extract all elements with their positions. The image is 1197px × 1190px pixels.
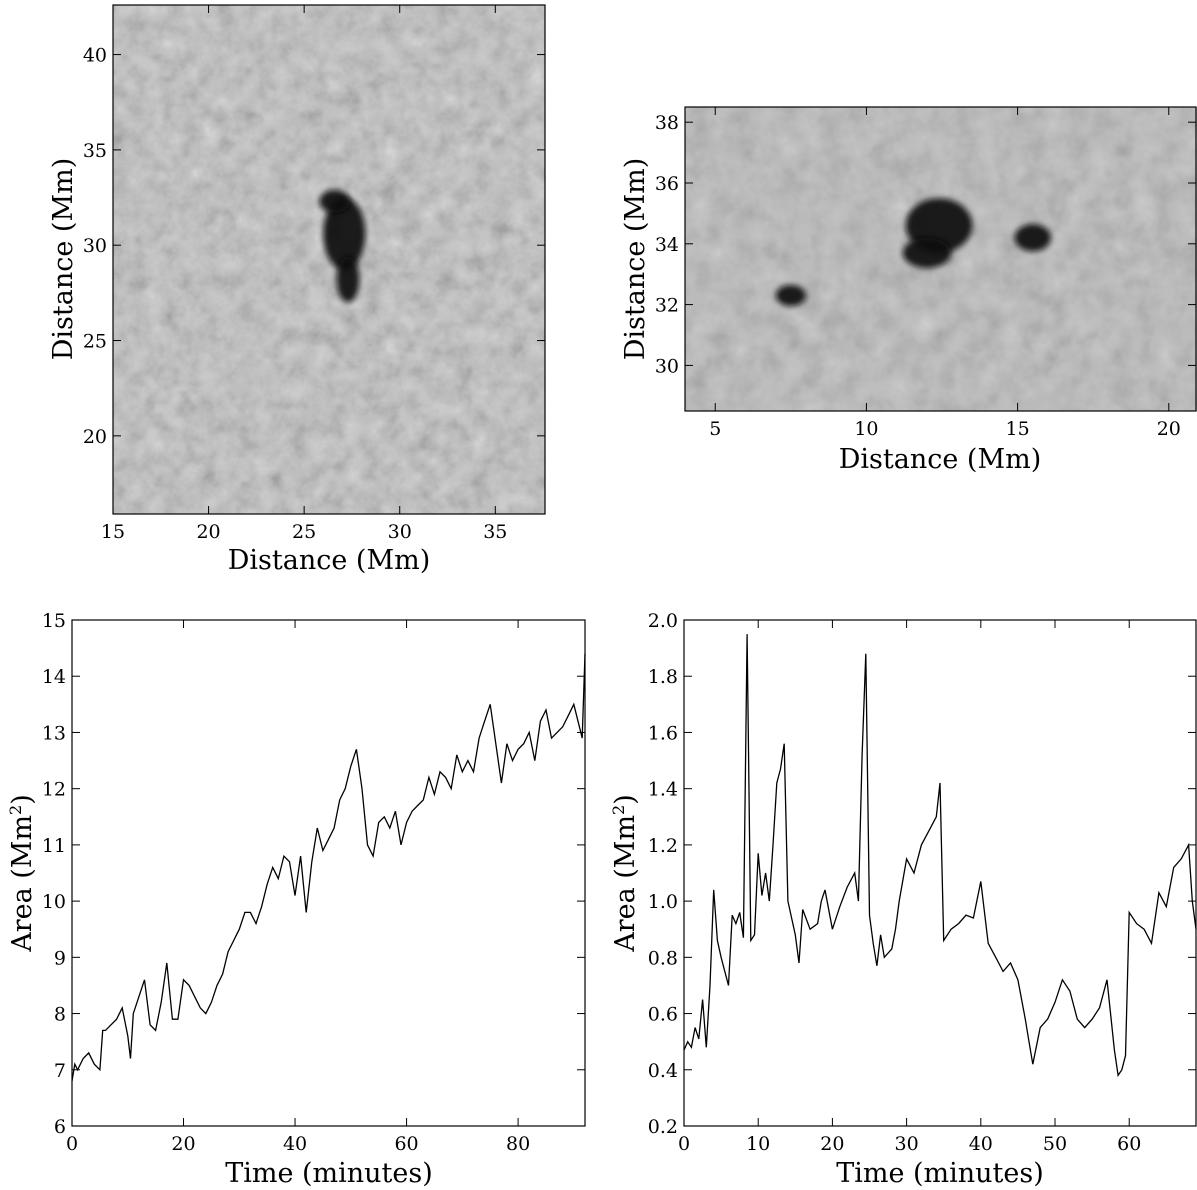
x-axis-title: Time (minutes) (225, 1158, 433, 1189)
x-tick-label: 20 (171, 1133, 195, 1155)
x-tick-label: 10 (854, 418, 878, 440)
axis-ticks: 15 20 25 30 35 20 25 30 35 40 (83, 5, 545, 543)
x-tick-label: 0 (678, 1133, 690, 1155)
y-tick-label: 32 (655, 295, 679, 317)
y-tick-label: 36 (655, 173, 679, 195)
pore-group (319, 189, 366, 303)
area-plot-1: 0 20 40 60 80 6 7 8 9 10 11 12 13 14 15 Time (minutes)… (6, 610, 586, 1189)
y-tick-label: 35 (83, 140, 107, 162)
x-tick-label: 40 (283, 1133, 307, 1155)
dark-pore (323, 197, 366, 270)
x-tick-label: 20 (196, 521, 220, 543)
x-tick-label: 25 (292, 521, 316, 543)
y-tick-label: 6 (54, 1116, 66, 1138)
x-tick-label: 30 (388, 521, 412, 543)
y-tick-label: 1.0 (648, 891, 678, 913)
y-tick-label: 0.4 (648, 1060, 678, 1082)
area-series-line (71, 653, 586, 1082)
area-plot-2: 0 10 20 30 40 50 60 0.2 0.4 0.6 0.8 1.0 1.2 1.4 1.6 1.8… (609, 610, 1197, 1189)
x-tick-label: 20 (820, 1133, 844, 1155)
x-tick-label: 5 (709, 418, 721, 440)
x-axis-title: Distance (Mm) (839, 444, 1041, 475)
dark-pore (319, 189, 351, 213)
y-axis-title-main: Area (Mm (610, 815, 641, 953)
x-tick-label: 30 (895, 1133, 919, 1155)
pore-group (775, 198, 1051, 307)
granulation-image-1: 15 20 25 30 35 20 25 30 35 40 Distance (Mm) Dista… (48, 4, 546, 576)
x-tick-label: 60 (394, 1133, 418, 1155)
x-axis-title: Distance (Mm) (228, 545, 430, 576)
y-axis-title-sup: 2 (609, 805, 628, 815)
y-tick-label: 15 (42, 610, 66, 632)
y-tick-label: 13 (42, 722, 66, 744)
area-series-line (683, 634, 1197, 1078)
granulation-texture (113, 5, 545, 514)
plot-frame (684, 106, 1197, 412)
plot-frame (683, 619, 1197, 1127)
y-tick-label: 7 (54, 1060, 66, 1082)
y-axis-title-main: Area (Mm (7, 815, 38, 953)
y-tick-label: 1.8 (648, 666, 678, 688)
y-tick-label: 25 (83, 331, 107, 353)
y-tick-label: 0.2 (648, 1116, 678, 1138)
dark-pore (336, 256, 360, 303)
dark-pore (1014, 224, 1051, 252)
y-tick-label: 8 (54, 1004, 66, 1026)
y-tick-label: 12 (42, 779, 66, 801)
axis-ticks: 0 20 40 60 80 6 7 8 9 10 11 12 13 14 15 (42, 610, 585, 1155)
axis-ticks: 5 10 15 20 30 32 34 36 38 (655, 107, 1196, 440)
x-tick-label: 20 (1157, 418, 1181, 440)
x-tick-label: 80 (506, 1133, 530, 1155)
dark-pore (902, 237, 952, 269)
y-axis-title-end: ) (7, 794, 38, 805)
y-tick-label: 30 (655, 355, 679, 377)
y-tick-label: 34 (655, 234, 679, 256)
y-tick-label: 0.6 (648, 1004, 678, 1026)
y-tick-label: 9 (54, 947, 66, 969)
x-tick-label: 0 (66, 1133, 78, 1155)
y-tick-label: 0.8 (648, 947, 678, 969)
axis-ticks: 0 10 20 30 40 50 60 0.2 0.4 0.6 0.8 1.0 1.2 1.4 1.6 1.8… (648, 610, 1196, 1155)
plot-frame (112, 4, 546, 515)
x-tick-label: 15 (1006, 418, 1030, 440)
x-axis-title: Time (minutes) (836, 1158, 1044, 1189)
y-axis-title: Area (Mm2) (6, 794, 38, 953)
x-tick-label: 10 (746, 1133, 770, 1155)
x-tick-label: 50 (1043, 1133, 1067, 1155)
y-axis-title-sup: 2 (6, 805, 25, 815)
y-tick-label: 2.0 (648, 610, 678, 632)
x-tick-label: 40 (969, 1133, 993, 1155)
y-tick-label: 11 (42, 835, 66, 857)
dark-pore (775, 284, 806, 307)
y-tick-label: 1.6 (648, 722, 678, 744)
y-tick-label: 30 (83, 235, 107, 257)
x-tick-label: 35 (483, 521, 507, 543)
y-tick-label: 14 (42, 666, 66, 688)
granulation-image-2: 5 10 15 20 30 32 34 36 38 Distance (Mm) Distance… (620, 106, 1197, 475)
y-tick-label: 38 (655, 112, 679, 134)
plot-frame (71, 619, 586, 1127)
y-tick-label: 1.2 (648, 835, 678, 857)
y-tick-label: 10 (42, 891, 66, 913)
x-tick-label: 60 (1117, 1133, 1141, 1155)
x-tick-label: 15 (101, 521, 125, 543)
y-axis-title: Distance (Mm) (48, 158, 79, 360)
y-axis-title: Area (Mm2) (609, 794, 641, 953)
y-tick-label: 40 (83, 45, 107, 67)
y-tick-label: 1.4 (648, 779, 678, 801)
y-axis-title-end: ) (610, 794, 641, 805)
y-axis-title: Distance (Mm) (620, 158, 651, 360)
y-tick-label: 20 (83, 426, 107, 448)
